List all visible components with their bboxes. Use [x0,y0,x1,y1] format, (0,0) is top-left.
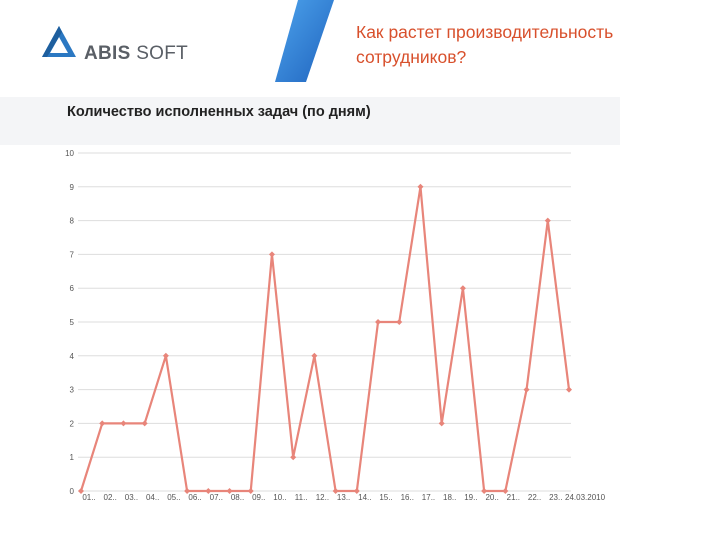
logo-brand-bold: ABIS [84,43,131,64]
data-point [523,386,530,393]
x-tick-label: 05.. [167,493,180,502]
slide-title-line1: Как растет производительность [356,22,614,42]
logo-brand-light: SOFT [136,43,189,64]
y-tick-label: 0 [70,487,75,496]
data-point [99,420,106,427]
y-tick-label: 6 [70,284,75,293]
data-point [205,488,212,494]
x-tick-label: 03.. [125,493,138,502]
data-point [417,183,424,190]
slide-title: Как растет производительность сотруднико… [356,20,706,70]
logo: ABIS SOFT [40,24,190,68]
x-tick-label: 18.. [443,493,456,502]
triangle-logo-icon [42,26,76,57]
y-tick-label: 2 [70,419,75,428]
chart-title: Количество исполненных задач (по дням) [67,104,371,120]
data-point [268,251,275,258]
data-point [375,319,382,325]
data-point [311,352,318,359]
data-point [396,319,403,325]
x-tick-label: 12.. [316,493,329,502]
data-point [353,488,360,494]
data-point [226,488,233,494]
slide-header: ABIS SOFT Как растет производительность … [0,0,720,82]
data-point [438,420,445,427]
x-tick-label: 08.. [231,493,244,502]
data-point [247,488,254,494]
x-tick-label: 20.. [485,493,498,502]
x-tick-label: 22.. [528,493,541,502]
data-point [332,488,339,494]
data-point [566,386,572,393]
y-tick-label: 4 [70,352,75,361]
x-tick-label: 21.. [507,493,520,502]
x-tick-label: 02.. [104,493,117,502]
data-point [120,420,127,427]
x-tick-label: 13.. [337,493,350,502]
x-tick-label: 04.. [146,493,159,502]
x-tick-label: 14.. [358,493,371,502]
data-point [141,420,148,427]
data-point [162,352,169,359]
x-tick-label: 11.. [295,493,308,502]
data-point [544,217,551,224]
data-point [78,488,84,494]
series-line [79,185,571,493]
y-tick-label: 5 [70,318,75,327]
y-tick-label: 10 [65,149,74,158]
x-tick-label: 24.03.2010 [565,493,606,502]
y-tick-label: 8 [70,217,75,226]
y-tick-label: 9 [70,183,75,192]
slide-title-line2: сотрудников? [356,47,467,67]
data-point [502,488,509,494]
x-tick-label: 01.. [82,493,95,502]
data-point [290,454,297,461]
logo-text: ABIS SOFT [84,43,188,65]
x-tick-label: 17.. [422,493,435,502]
y-tick-label: 7 [70,250,75,259]
y-tick-label: 1 [70,453,75,462]
y-tick-label: 3 [70,386,75,395]
data-point [459,285,466,292]
chart-title-band [0,97,620,145]
x-tick-label: 19.. [464,493,477,502]
x-tick-label: 16.. [401,493,414,502]
data-point [184,488,191,494]
x-tick-label: 07.. [210,493,223,502]
x-tick-label: 10.. [273,493,286,502]
x-tick-label: 15.. [379,493,392,502]
x-tick-label: 23.. [549,493,562,502]
decorative-stripe [275,0,334,82]
x-tick-label: 09.. [252,493,265,502]
x-tick-label: 06.. [188,493,201,502]
data-point [481,488,488,494]
